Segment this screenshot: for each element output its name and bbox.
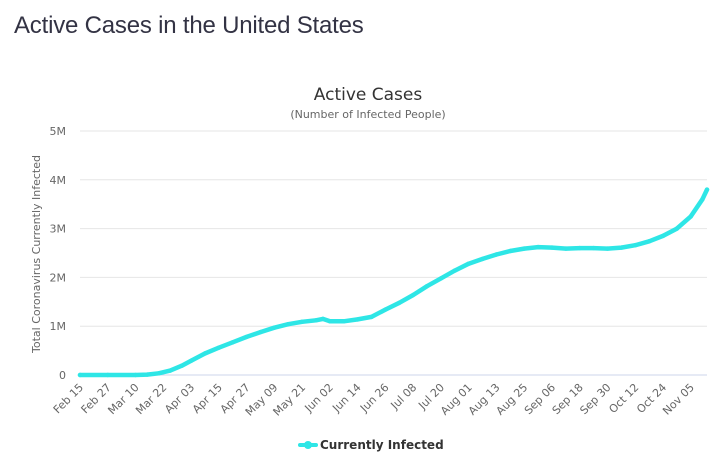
data-point bbox=[313, 318, 319, 323]
data-point bbox=[156, 371, 161, 376]
data-point bbox=[619, 245, 624, 250]
data-point bbox=[383, 307, 388, 312]
data-point bbox=[660, 233, 666, 239]
chart-subtitle: (Number of Infected People) bbox=[290, 108, 445, 121]
data-point bbox=[480, 256, 485, 262]
x-tick-label: Apr 15 bbox=[190, 381, 225, 416]
legend[interactable]: Currently Infected bbox=[298, 438, 444, 452]
data-point bbox=[591, 245, 596, 251]
y-tick-label: 5M bbox=[50, 125, 67, 138]
x-tick-label: Nov 05 bbox=[660, 381, 697, 418]
data-point bbox=[244, 334, 249, 340]
y-axis-ticks: 0 1M 2M 3M 4M 5M bbox=[50, 125, 67, 382]
data-point bbox=[105, 372, 111, 378]
data-point bbox=[563, 246, 569, 251]
data-point bbox=[424, 284, 430, 289]
data-point bbox=[286, 322, 291, 327]
legend-marker bbox=[304, 441, 312, 449]
data-point bbox=[508, 248, 513, 254]
page-heading: Active Cases in the United States bbox=[14, 12, 364, 39]
data-point bbox=[674, 226, 680, 231]
x-tick-label: Jul 08 bbox=[388, 381, 420, 413]
x-tick-label: Oct 12 bbox=[606, 381, 641, 416]
data-point bbox=[494, 252, 499, 257]
data-point bbox=[688, 214, 693, 219]
data-point bbox=[216, 345, 221, 350]
data-point bbox=[522, 246, 527, 251]
x-tick-label: Jun 02 bbox=[302, 381, 336, 415]
chart-title: Active Cases bbox=[314, 85, 423, 105]
x-tick-label: Feb 15 bbox=[51, 381, 86, 416]
data-point bbox=[438, 276, 444, 281]
x-tick-label: Mar 22 bbox=[133, 381, 169, 417]
data-point bbox=[77, 372, 83, 378]
data-point bbox=[704, 187, 710, 192]
y-tick-label: 4M bbox=[50, 174, 67, 187]
data-point bbox=[299, 319, 305, 324]
y-tick-label: 0 bbox=[59, 369, 66, 382]
data-point bbox=[144, 372, 150, 377]
legend-label: Currently Infected bbox=[320, 438, 444, 452]
y-tick-label: 1M bbox=[50, 320, 67, 333]
series-layer bbox=[77, 187, 710, 378]
data-point bbox=[341, 319, 346, 324]
data-point bbox=[133, 372, 138, 378]
data-point bbox=[411, 292, 416, 298]
data-point bbox=[452, 268, 457, 273]
y-axis-label: Total Coronavirus Currently Infected bbox=[30, 155, 43, 354]
data-point bbox=[327, 319, 333, 324]
data-point bbox=[605, 246, 610, 251]
x-tick-label: Apr 03 bbox=[162, 381, 197, 416]
data-point bbox=[466, 261, 471, 266]
data-point bbox=[179, 363, 184, 368]
data-point bbox=[549, 245, 555, 250]
data-point bbox=[633, 243, 638, 248]
data-point bbox=[577, 245, 582, 251]
data-point bbox=[355, 317, 360, 322]
data-point bbox=[230, 340, 235, 345]
x-tick-label: Jun 26 bbox=[357, 381, 391, 415]
data-point bbox=[320, 316, 326, 322]
data-point bbox=[700, 197, 705, 202]
data-point bbox=[397, 300, 402, 305]
data-point bbox=[168, 368, 173, 373]
y-tick-label: 3M bbox=[50, 223, 67, 236]
data-point bbox=[258, 329, 263, 335]
data-point bbox=[272, 325, 277, 330]
series-line-currently-infected bbox=[77, 187, 710, 378]
data-point bbox=[535, 244, 541, 250]
gridlines bbox=[80, 130, 707, 376]
x-tick-label: Jun 14 bbox=[329, 381, 363, 415]
x-tick-label: Sep 30 bbox=[577, 381, 613, 417]
data-point bbox=[647, 239, 652, 244]
data-point bbox=[369, 314, 374, 320]
y-tick-label: 2M bbox=[50, 271, 67, 284]
data-point bbox=[202, 351, 208, 356]
data-point bbox=[188, 358, 194, 363]
